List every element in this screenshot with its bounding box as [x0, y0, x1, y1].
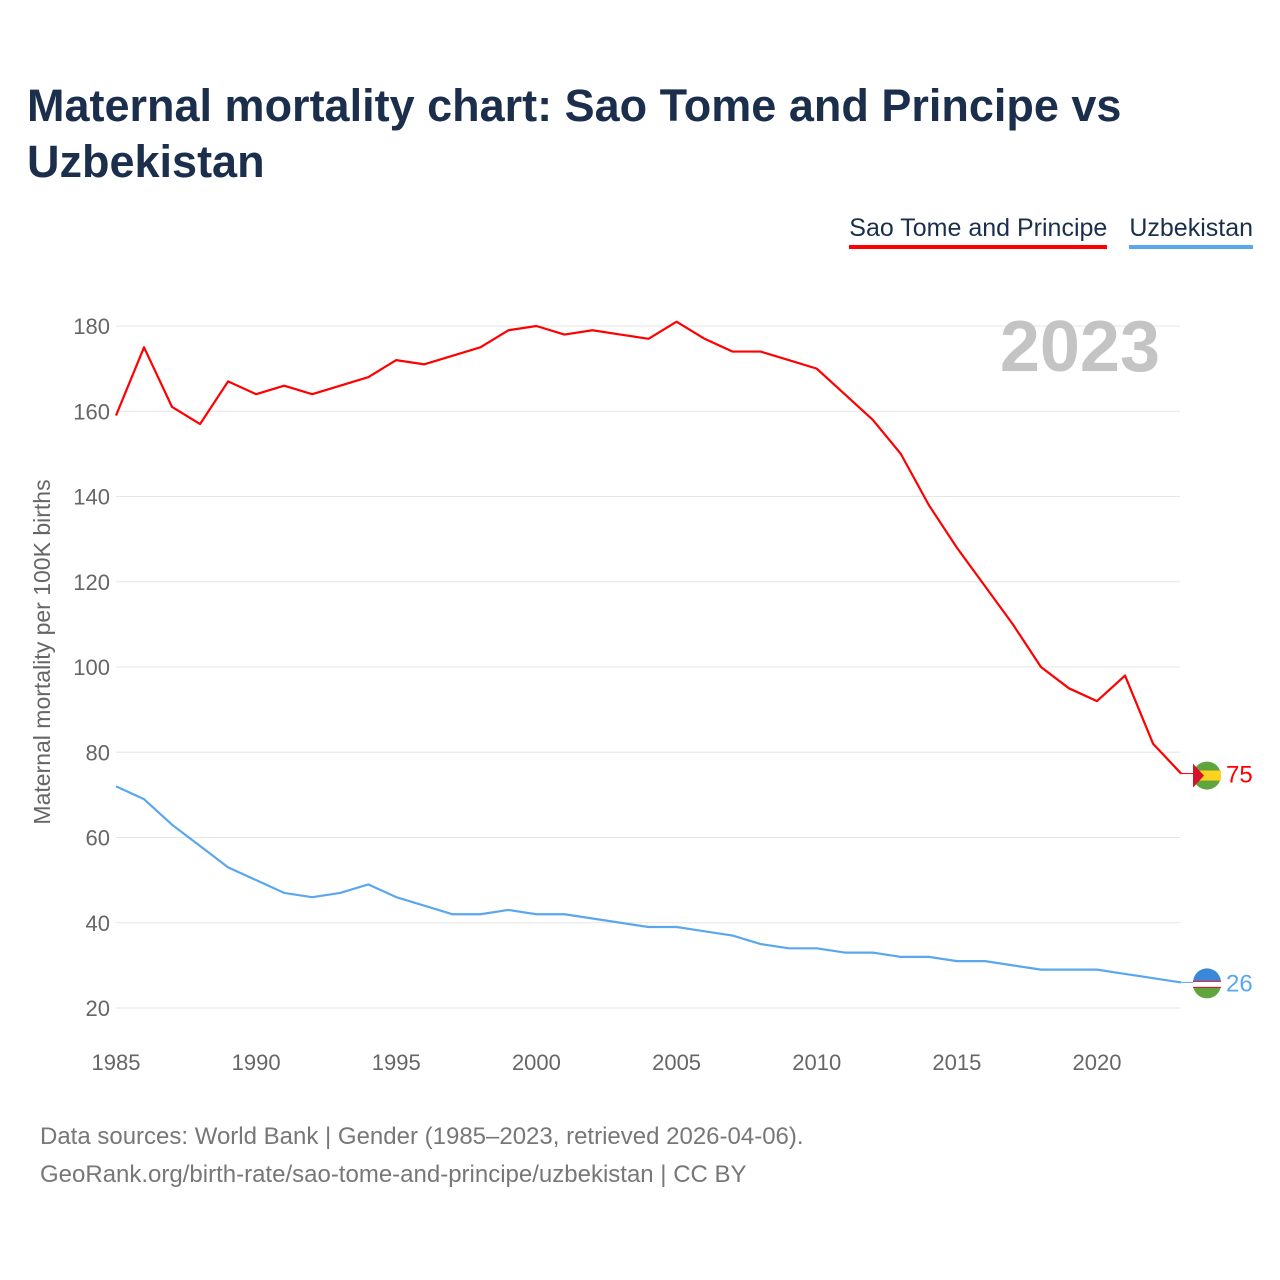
y-tick-label: 120 — [73, 570, 110, 595]
y-axis-label: Maternal mortality per 100K births — [29, 479, 55, 824]
series-line-0 — [114, 320, 1182, 775]
sao-tome-flag-icon — [1193, 761, 1221, 790]
x-tick-label: 2015 — [932, 1050, 981, 1075]
end-value-label: 75 — [1226, 762, 1253, 789]
line-chart: 20 40 60 80 100 120 140 160 180 1985 1990 1995 2000 2… — [29, 307, 1253, 1075]
y-tick-label: 80 — [86, 740, 110, 765]
y-tick-label: 160 — [73, 399, 110, 424]
legend-item-sao-tome[interactable]: Sao Tome and Principe — [849, 214, 1108, 249]
x-tick-label: 2010 — [792, 1050, 841, 1075]
source-link[interactable]: GeoRank.org/birth-rate/sao-tome-and-prin… — [40, 1161, 747, 1188]
y-tick-label: 140 — [73, 485, 110, 510]
y-tick-label: 20 — [86, 996, 110, 1021]
x-tick-label: 1995 — [372, 1050, 421, 1075]
x-tick-label: 2020 — [1073, 1050, 1122, 1075]
legend-item-uzbekistan[interactable]: Uzbekistan — [1129, 214, 1253, 249]
x-tick-label: 1990 — [232, 1050, 281, 1075]
y-tick-label: 180 — [73, 314, 110, 339]
x-tick-label: 1985 — [92, 1050, 141, 1075]
end-value-label: 26 — [1226, 970, 1253, 997]
series-line-1 — [115, 785, 1182, 984]
y-tick-label: 60 — [86, 826, 110, 851]
y-tick-label: 100 — [73, 655, 110, 680]
x-tick-label: 2000 — [512, 1050, 561, 1075]
legend: Sao Tome and Principe Uzbekistan — [849, 214, 1253, 249]
y-tick-label: 40 — [86, 911, 110, 936]
x-tick-label: 2005 — [652, 1050, 701, 1075]
footer: Data sources: World Bank | Gender (1985–… — [40, 1118, 804, 1194]
uzbekistan-flag-icon — [1193, 968, 1221, 999]
chart-title: Maternal mortality chart: Sao Tome and P… — [27, 80, 1122, 187]
source-text: Data sources: World Bank | Gender (1985–… — [40, 1123, 804, 1150]
year-watermark: 2023 — [1000, 307, 1160, 387]
